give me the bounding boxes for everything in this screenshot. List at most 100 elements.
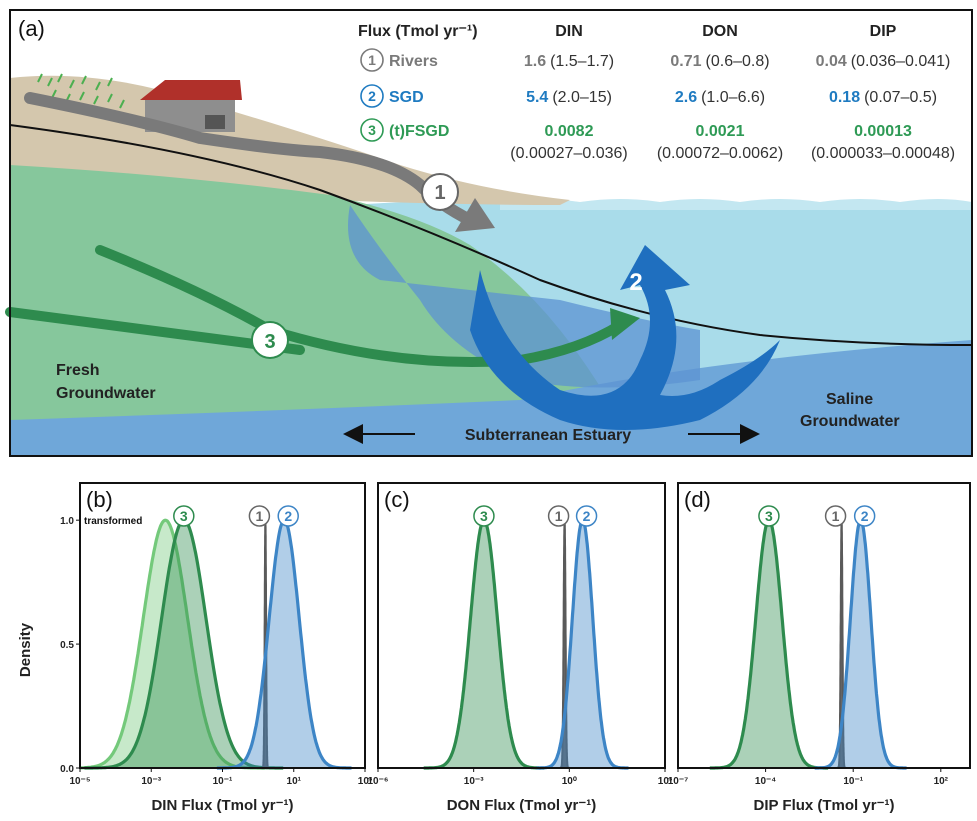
house-icon: [140, 80, 242, 132]
table-header-don: DON: [702, 23, 738, 40]
fresh-groundwater-zone: [10, 165, 640, 456]
row-label: SGD: [389, 89, 424, 106]
x-tick-label: 10⁻⁵: [69, 776, 90, 787]
panel-a-label: (a): [18, 16, 45, 41]
density-curve-river: [559, 520, 570, 769]
svg-text:3: 3: [264, 331, 275, 353]
flux-table: Flux (Tmol yr⁻¹) DIN DON DIP 1 Rivers 1.6(…: [358, 23, 955, 162]
marker-2: 2: [629, 269, 642, 296]
x-tick-label: 10⁻³: [141, 776, 161, 787]
series-badge-circle: [173, 505, 195, 527]
table-header-dip: DIP: [870, 23, 897, 40]
x-tick-label: 10²: [934, 776, 949, 787]
x-tick-label: 10⁰: [562, 776, 577, 787]
series-badge-circle: [547, 505, 570, 527]
table-row-rivers: 1 Rivers 1.6 (1.5–1.7) 0.71 (0.6–0.8) 0.04 (0.0…: [360, 48, 951, 72]
series-badge-circle: [248, 505, 271, 527]
row-number: 3: [368, 122, 376, 138]
table-row-sgd: 2 SGD 5.4 (2.0–15) 2.6 (1.0–6.6) 0.18 (0.07–0.5…: [360, 84, 937, 108]
wave-crests: [500, 199, 972, 210]
cell-don: 2.6 (1.0–6.6): [675, 89, 765, 106]
fsgd-arrowhead: [610, 308, 640, 340]
density-area-fsgd: [84, 520, 284, 768]
x-axis-label: DIP Flux (Tmol yr⁻¹): [754, 797, 895, 814]
density-area-transformed: [80, 520, 265, 768]
sgd-flow-arrow: [470, 245, 780, 430]
x-tick-label: 10⁻⁷: [668, 776, 689, 787]
density-area-river: [837, 520, 846, 768]
x-tick-label: 10³: [358, 776, 373, 787]
cell-dip: 0.04 (0.036–0.041): [816, 53, 951, 70]
svg-text:2: 2: [629, 269, 642, 296]
cell-din-range: (0.00027–0.036): [510, 145, 627, 162]
series-badge-circle: [473, 505, 495, 527]
cell-din: 1.6 (1.5–1.7): [524, 53, 614, 70]
series-badge-river: 1: [255, 508, 263, 524]
series-badge-sgd: 2: [861, 508, 869, 524]
transformed-annotation: transformed: [84, 516, 142, 527]
density-area-fsgd: [423, 520, 545, 768]
cell-din: 5.4 (2.0–15): [526, 89, 612, 106]
y-tick-label: 0.5: [60, 640, 74, 651]
panel-a-schematic: 1 2 3 Fresh Groundwater Saline Groundwat…: [5, 9, 973, 457]
table-row-tfsgd: 3 (t)FSGD 0.0082 (0.00027–0.036) 0.0021 (0.00…: [360, 118, 955, 162]
panel-a-frame: [9, 9, 973, 457]
series-badge-river: 1: [832, 508, 840, 524]
cell-din-main: 0.0082: [545, 123, 594, 140]
series-badge-circle: [853, 505, 876, 527]
row-number-circle: [360, 118, 384, 142]
chart-panel-b: 3 1 2 (b) 10⁻⁵ 10⁻³ 10⁻¹ 10¹ 10³ DIN Flux (Tmol y…: [60, 482, 373, 814]
chart-panel-c: 3 1 2 (c) 10⁻⁶ 10⁻³ 10⁰ 10³ DON Flux (Tmol yr⁻¹): [367, 482, 673, 814]
density-area-sgd: [216, 520, 352, 768]
marker-1: 1: [421, 173, 459, 211]
mixing-zone: [348, 205, 700, 388]
density-area-river: [560, 520, 569, 768]
cell-dip: 0.18 (0.07–0.5): [829, 89, 937, 106]
cell-don-range: (0.00072–0.0062): [657, 145, 783, 162]
x-tick-label: 10⁻⁶: [367, 776, 388, 787]
series-badge-fsgd: 3: [480, 508, 488, 524]
row-label: Rivers: [389, 53, 438, 70]
cell-dip-main: 0.00013: [854, 123, 912, 140]
table-header-din: DIN: [555, 23, 583, 40]
river-arrowhead: [455, 198, 495, 232]
x-tick-label: 10¹: [287, 776, 302, 787]
x-tick-label: 10⁻¹: [213, 776, 233, 787]
y-tick-label: 0.0: [60, 764, 74, 775]
density-area-sgd: [536, 520, 629, 768]
series-badge-fsgd: 3: [180, 508, 188, 524]
x-tick-label: 10⁻⁴: [755, 776, 776, 787]
chart-panel-d: 3 1 2 (d) 10⁻⁷ 10⁻⁴ 10⁻¹ 10² DIP Flux (Tmol yr⁻¹…: [668, 482, 971, 814]
cell-don: 0.71 (0.6–0.8): [670, 53, 769, 70]
row-number-circle: [360, 48, 384, 72]
row-number-circle: [360, 84, 384, 108]
chart-panel-label: (d): [684, 487, 711, 512]
row-number: 2: [368, 88, 376, 104]
series-badge-circle: [758, 505, 780, 527]
coastline-line: [9, 124, 973, 346]
series-badge-sgd: 2: [583, 508, 591, 524]
fresh-label-2: Groundwater: [56, 385, 156, 402]
y-tick-label: 1.0: [60, 516, 74, 527]
x-tick-label: 10⁻³: [464, 776, 484, 787]
saline-label-2: Groundwater: [800, 413, 900, 430]
series-badge-river: 1: [555, 508, 563, 524]
chart-panel-label: (b): [86, 487, 113, 512]
series-badge-circle: [277, 505, 299, 527]
fresh-label-1: Fresh: [56, 362, 100, 379]
crops-icon: [37, 73, 125, 109]
saline-groundwater-zone: [10, 340, 972, 456]
saline-label-1: Saline: [826, 391, 873, 408]
svg-text:1: 1: [434, 182, 445, 204]
table-header-flux: Flux (Tmol yr⁻¹): [358, 23, 478, 40]
series-badge-circle: [575, 505, 598, 527]
density-area-fsgd: [709, 520, 829, 768]
density-area-sgd: [814, 520, 907, 768]
cell-don-main: 0.0021: [696, 123, 745, 140]
series-badge-circle: [824, 505, 847, 527]
series-badge-sgd: 2: [284, 508, 292, 524]
x-axis-label: DON Flux (Tmol yr⁻¹): [447, 797, 597, 814]
x-axis-label: DIN Flux (Tmol yr⁻¹): [151, 797, 293, 814]
